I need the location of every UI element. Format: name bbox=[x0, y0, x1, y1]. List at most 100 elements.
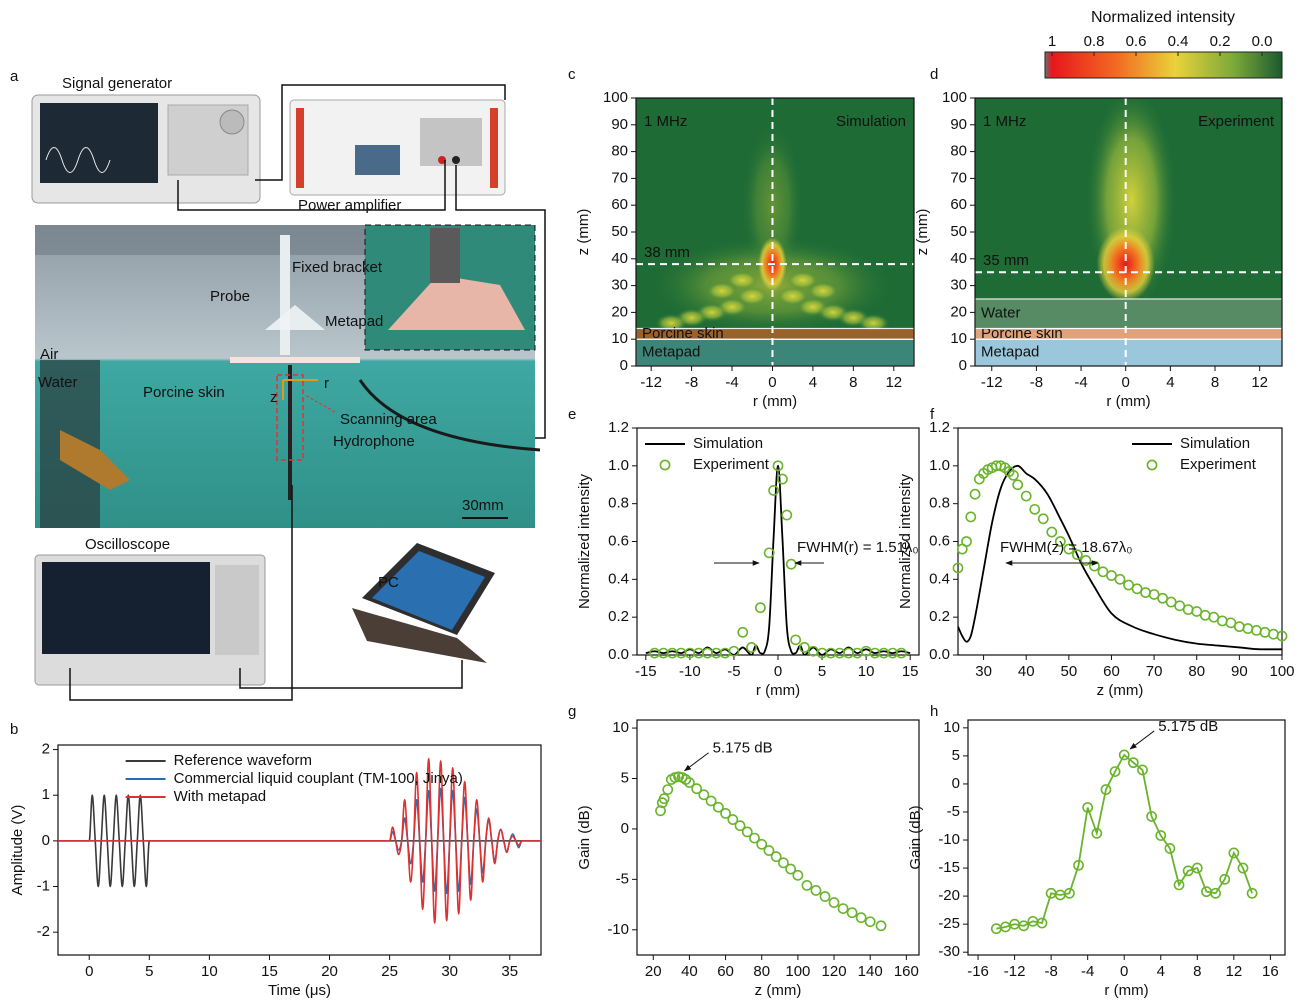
data-point bbox=[952, 562, 964, 574]
x-tick-label: -8 bbox=[685, 374, 698, 391]
data-point bbox=[1165, 596, 1177, 608]
y-tick-label: 0.0 bbox=[929, 646, 950, 663]
data-point bbox=[649, 647, 661, 659]
legend-label: With metapad bbox=[174, 788, 267, 805]
x-tick-label: 30 bbox=[441, 963, 458, 980]
x-tick-label: 40 bbox=[681, 963, 698, 980]
data-point bbox=[1118, 749, 1130, 761]
data-point bbox=[1210, 887, 1221, 899]
data-point bbox=[1242, 623, 1254, 634]
setup-label: Air bbox=[40, 346, 58, 363]
y-tick-label: 50 bbox=[950, 223, 967, 240]
x-tick-label: -4 bbox=[725, 374, 738, 391]
y-tick-label: 70 bbox=[611, 169, 628, 186]
x-tick-label: 0 bbox=[1122, 374, 1130, 391]
field-blob bbox=[655, 313, 688, 333]
y-tick-label: 50 bbox=[611, 223, 628, 240]
x-tick-label: 8 bbox=[1193, 963, 1201, 980]
data-point bbox=[1029, 503, 1041, 515]
x-tick-label: 160 bbox=[894, 963, 919, 980]
data-point bbox=[1080, 555, 1092, 566]
y-tick-label: 2 bbox=[42, 741, 50, 758]
x-tick-label: -5 bbox=[727, 663, 740, 680]
data-point bbox=[1091, 827, 1103, 839]
data-point bbox=[662, 784, 674, 795]
focus-label: 35 mm bbox=[983, 252, 1029, 269]
plot-frame bbox=[636, 719, 920, 956]
x-tick-label: 35 bbox=[501, 963, 518, 980]
data-point bbox=[1054, 536, 1066, 547]
x-tick-label: 100 bbox=[785, 963, 810, 980]
data-point bbox=[799, 642, 810, 653]
data-point bbox=[875, 920, 887, 932]
data-point bbox=[801, 880, 813, 891]
data-point bbox=[1037, 513, 1049, 525]
x-tick-label: 8 bbox=[849, 374, 857, 391]
x-tick-label: 50 bbox=[1060, 663, 1077, 680]
x-axis-label: z (mm) bbox=[1097, 682, 1144, 699]
legend-label: Simulation bbox=[693, 435, 763, 452]
data-point bbox=[1012, 479, 1024, 491]
data-point bbox=[1020, 490, 1032, 502]
data-point bbox=[969, 488, 981, 500]
data-point bbox=[1137, 764, 1148, 776]
y-tick-label: -5 bbox=[947, 803, 960, 820]
colorbar: Normalized intensity bbox=[1044, 9, 1283, 79]
annotation: FWHM(r) = 1.51λ₀ bbox=[797, 539, 919, 556]
series-line bbox=[58, 794, 541, 888]
data-point bbox=[720, 807, 731, 819]
data-point bbox=[1233, 621, 1245, 633]
panel-letter: d bbox=[930, 66, 938, 83]
y-tick-label: 0 bbox=[621, 820, 629, 837]
x-tick-label: 60 bbox=[717, 963, 734, 980]
data-point bbox=[1174, 600, 1186, 612]
field-blob bbox=[806, 281, 840, 301]
plot-frame bbox=[967, 719, 1286, 956]
y-tick-label: 60 bbox=[611, 196, 628, 213]
x-axis-label: r (mm) bbox=[756, 682, 800, 699]
data-point bbox=[1082, 802, 1094, 813]
y-tick-label: 40 bbox=[950, 250, 967, 267]
data-point bbox=[705, 795, 717, 807]
data-point bbox=[781, 509, 793, 521]
y-tick-label: 0.2 bbox=[929, 608, 950, 625]
data-point bbox=[785, 863, 797, 875]
setup-label: Signal generator bbox=[62, 75, 172, 92]
x-tick-label: 12 bbox=[1225, 963, 1242, 980]
y-tick-label: 60 bbox=[950, 196, 967, 213]
colorbar-tick-label: 0.8 bbox=[1084, 33, 1105, 50]
data-point bbox=[1114, 573, 1126, 585]
y-tick-label: 30 bbox=[950, 277, 967, 294]
y-tick-label: 0.4 bbox=[929, 570, 950, 587]
x-tick-label: 10 bbox=[201, 963, 218, 980]
setup-label: Metapad bbox=[325, 313, 383, 330]
setup-label: PC bbox=[378, 574, 399, 591]
panel-letter: f bbox=[930, 406, 935, 423]
data-point bbox=[790, 634, 802, 646]
chart: 30 40 50 60 70 80 90 100 0.0 0.2 0.4 0.6 0.8 1.0 1.2f z… bbox=[897, 406, 1295, 699]
x-tick-label: -4 bbox=[1081, 963, 1094, 980]
data-point bbox=[1106, 570, 1117, 581]
legend-label: Experiment bbox=[693, 456, 770, 473]
setup-label: r bbox=[324, 375, 329, 392]
field-blob bbox=[705, 281, 739, 301]
setup-label: Fixed bracket bbox=[292, 259, 383, 276]
annotation: FWHM(z) = 18.67λ₀ bbox=[1000, 539, 1133, 556]
annotation: 5.175 dB bbox=[713, 740, 773, 757]
x-tick-label: 5 bbox=[145, 963, 153, 980]
setup-label: Oscilloscope bbox=[85, 536, 170, 553]
data-point bbox=[1127, 757, 1139, 769]
y-tick-label: 10 bbox=[950, 330, 967, 347]
y-axis-label: Gain (dB) bbox=[907, 805, 924, 869]
data-point bbox=[756, 838, 768, 850]
x-tick-label: 40 bbox=[1018, 663, 1035, 680]
x-tick-label: 15 bbox=[261, 963, 278, 980]
legend-label: Experiment bbox=[1180, 456, 1257, 473]
data-point bbox=[1199, 609, 1211, 621]
y-axis-label: z (mm) bbox=[575, 209, 592, 256]
y-tick-label: 0 bbox=[959, 357, 967, 374]
data-point bbox=[1157, 592, 1169, 604]
data-point bbox=[1216, 615, 1228, 627]
chart: -15 -10 -5 0 5 10 15 0.0 0.2 0.4 0.6 0.8 1.0 1.2 e r (m… bbox=[568, 406, 920, 699]
